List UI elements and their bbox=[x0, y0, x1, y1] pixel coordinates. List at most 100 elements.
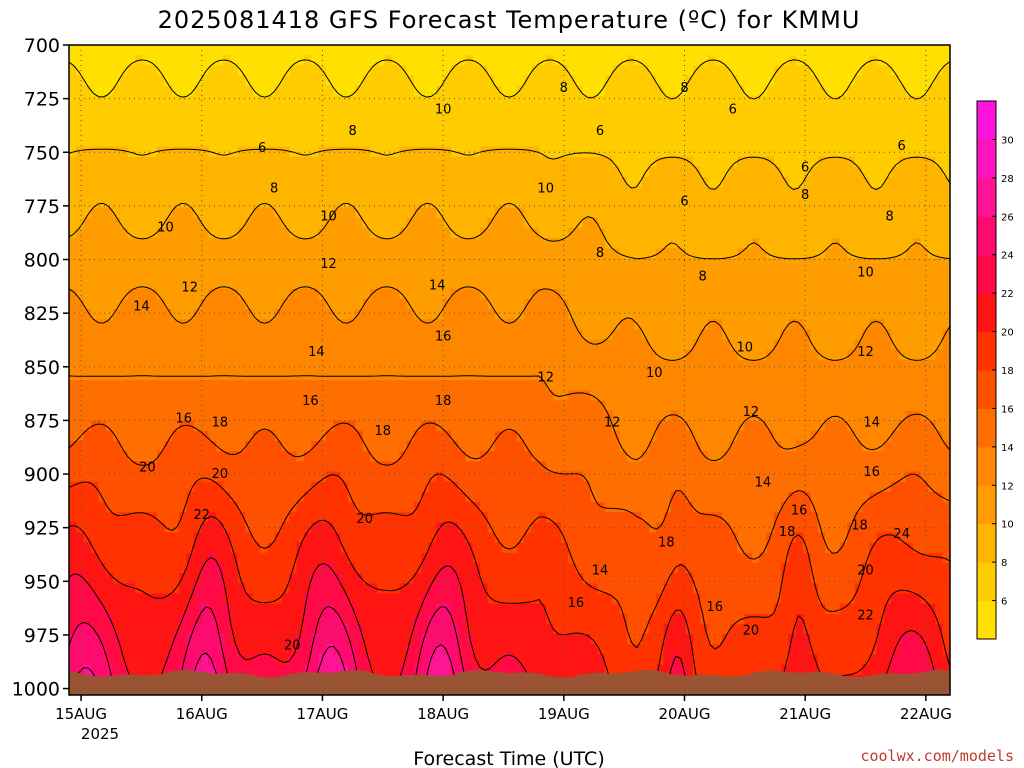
field-cell bbox=[186, 380, 195, 391]
field-cell bbox=[590, 400, 599, 412]
field-cell bbox=[303, 430, 312, 442]
field-cell bbox=[414, 288, 422, 300]
field-cell bbox=[340, 481, 349, 493]
field-cell bbox=[105, 95, 114, 107]
field-cell bbox=[303, 441, 312, 452]
field-cell bbox=[634, 288, 643, 300]
field-cell bbox=[516, 552, 525, 564]
field-cell bbox=[568, 146, 577, 158]
field-cell bbox=[120, 430, 129, 442]
field-cell bbox=[76, 471, 85, 483]
field-cell bbox=[509, 522, 518, 534]
field-cell bbox=[480, 207, 489, 219]
field-cell bbox=[531, 298, 540, 310]
field-cell bbox=[487, 380, 496, 391]
field-cell bbox=[436, 532, 445, 544]
field-cell bbox=[252, 207, 261, 219]
field-cell bbox=[201, 461, 210, 473]
field-cell bbox=[450, 512, 459, 523]
field-cell bbox=[377, 420, 386, 432]
field-cell bbox=[333, 309, 342, 320]
field-cell bbox=[553, 116, 562, 127]
field-cell bbox=[120, 258, 129, 270]
field-cell bbox=[274, 532, 283, 544]
field-cell bbox=[215, 339, 224, 351]
field-cell bbox=[414, 451, 422, 463]
field-cell bbox=[149, 441, 158, 452]
field-cell bbox=[538, 512, 547, 523]
field-cell bbox=[362, 512, 371, 523]
field-cell bbox=[458, 410, 467, 422]
field-cell bbox=[76, 512, 85, 523]
field-cell bbox=[436, 441, 445, 452]
field-cell bbox=[392, 461, 400, 473]
field-cell bbox=[612, 187, 621, 198]
field-cell bbox=[546, 542, 555, 554]
field-cell bbox=[311, 573, 320, 584]
field-cell bbox=[362, 471, 371, 483]
field-cell bbox=[259, 481, 268, 493]
field-cell bbox=[91, 75, 99, 87]
field-cell bbox=[568, 359, 577, 371]
field-cell bbox=[252, 166, 261, 178]
field-cell bbox=[113, 644, 121, 655]
field-cell bbox=[619, 116, 628, 127]
field-cell bbox=[201, 410, 210, 422]
field-cell bbox=[502, 562, 511, 574]
field-cell bbox=[215, 451, 224, 463]
field-cell bbox=[531, 177, 540, 188]
field-cell bbox=[612, 654, 621, 666]
field-cell bbox=[127, 451, 136, 463]
field-cell bbox=[281, 644, 290, 655]
field-cell bbox=[347, 136, 356, 148]
field-cell bbox=[634, 420, 643, 432]
field-cell bbox=[612, 65, 621, 77]
field-cell bbox=[634, 451, 643, 463]
field-cell bbox=[626, 359, 635, 371]
field-cell bbox=[281, 65, 290, 77]
field-cell bbox=[157, 258, 166, 270]
field-cell bbox=[641, 55, 650, 66]
field-cell bbox=[560, 288, 569, 300]
field-cell bbox=[502, 400, 511, 412]
field-cell bbox=[311, 329, 320, 341]
field-cell bbox=[458, 65, 467, 77]
field-cell bbox=[289, 370, 298, 381]
field-cell bbox=[392, 136, 400, 148]
field-cell bbox=[575, 380, 584, 391]
field-cell bbox=[215, 45, 224, 56]
field-cell bbox=[281, 95, 290, 107]
field-cell bbox=[436, 603, 445, 615]
field-cell bbox=[509, 502, 518, 513]
field-cell bbox=[69, 522, 77, 534]
field-cell bbox=[127, 116, 136, 127]
field-cell bbox=[509, 430, 518, 442]
field-cell bbox=[340, 126, 349, 138]
field-cell bbox=[560, 613, 569, 625]
field-cell bbox=[370, 55, 378, 66]
field-cell bbox=[347, 512, 356, 523]
field-cell bbox=[472, 603, 481, 615]
field-cell bbox=[157, 380, 166, 391]
field-cell bbox=[201, 359, 210, 371]
field-cell bbox=[568, 522, 577, 534]
field-cell bbox=[465, 258, 474, 270]
field-cell bbox=[135, 105, 144, 117]
field-cell bbox=[164, 248, 173, 259]
field-cell bbox=[436, 410, 445, 422]
field-cell bbox=[245, 237, 254, 249]
field-cell bbox=[252, 75, 261, 87]
field-cell bbox=[436, 268, 445, 280]
field-cell bbox=[347, 491, 356, 503]
field-cell bbox=[436, 654, 445, 666]
field-cell bbox=[465, 562, 474, 574]
field-cell bbox=[325, 634, 334, 645]
field-cell bbox=[91, 227, 99, 239]
field-cell bbox=[597, 187, 606, 198]
field-cell bbox=[406, 410, 415, 422]
field-cell bbox=[223, 197, 232, 209]
field-cell bbox=[458, 136, 467, 148]
field-cell bbox=[105, 400, 114, 412]
field-cell bbox=[208, 664, 217, 676]
field-cell bbox=[465, 319, 474, 330]
